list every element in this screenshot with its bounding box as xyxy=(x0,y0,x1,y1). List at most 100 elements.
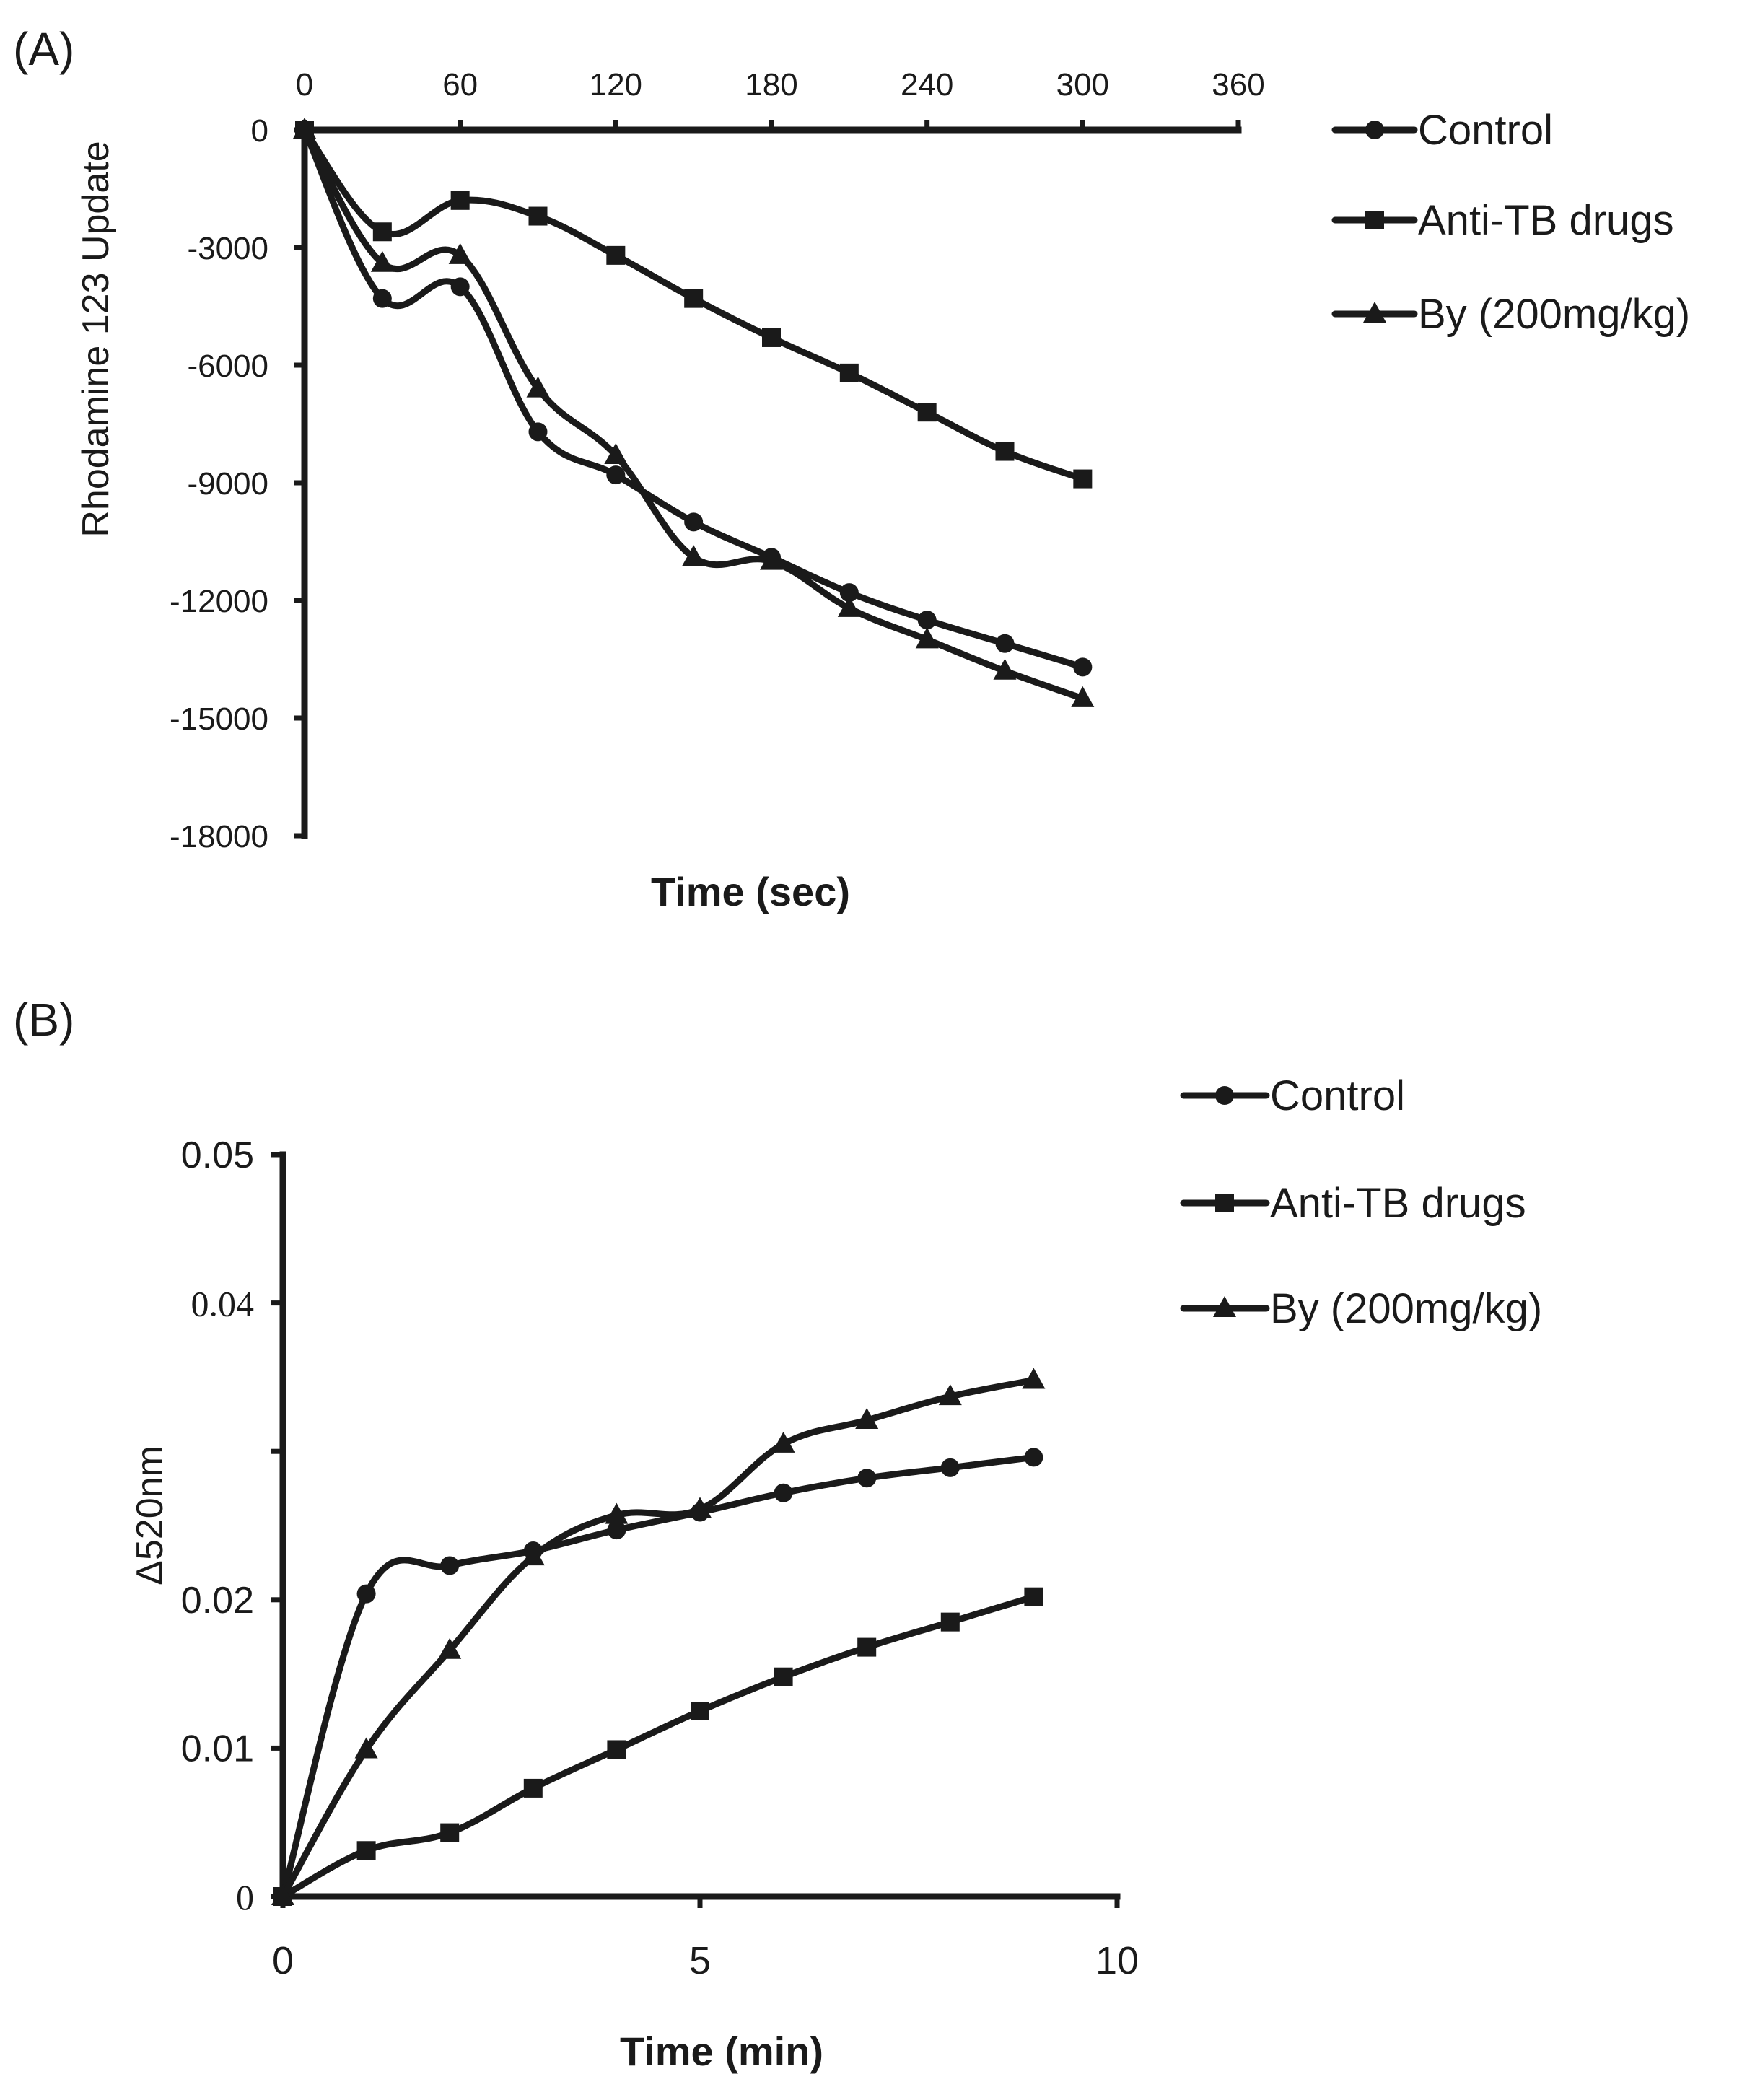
panel-b-label: (B) xyxy=(13,994,74,1046)
panel-b-legend: Control Anti-TB drugs By (200mg/kg) xyxy=(1180,1072,1542,1332)
panel-b-point-control xyxy=(440,1556,460,1575)
panel-b-point-control xyxy=(940,1458,960,1477)
panel-b-line-anti-tb-drugs xyxy=(279,1593,1037,1900)
panel-a-point-control xyxy=(1073,657,1093,677)
panel-a-point-anti-tb-drugs xyxy=(995,442,1015,461)
panel-a: (A) Rhodamine 123 Update Time (sec) 0 60 1… xyxy=(13,23,1690,914)
panel-a-point-by-200mg-kg xyxy=(682,545,706,566)
panel-a-series-control xyxy=(295,121,1093,677)
panel-a-series-anti-tb-drugs xyxy=(295,121,1093,489)
panel-a-point-control xyxy=(450,277,470,297)
panel-a-point-anti-tb-drugs xyxy=(528,206,548,226)
legend-a-anti-tb: Anti-TB drugs xyxy=(1331,197,1674,244)
panel-a-point-by-200mg-kg xyxy=(760,548,783,570)
panel-b-series xyxy=(271,1368,1046,1906)
panel-a-axes xyxy=(294,120,1242,839)
panel-b-point-anti-tb-drugs xyxy=(774,1667,793,1686)
legend-a-control-marker xyxy=(1365,121,1384,139)
panel-a-x-tick-label: 60 xyxy=(442,67,478,102)
panel-b-point-by-200mg-kg xyxy=(855,1408,879,1430)
panel-a-point-anti-tb-drugs xyxy=(450,191,470,210)
legend-a-control-label: Control xyxy=(1418,107,1553,154)
panel-a-line-by-200mg-kg xyxy=(301,126,1086,702)
panel-a-x-tick-label: 300 xyxy=(1056,67,1109,102)
panel-b-y-tick-label: 0 xyxy=(236,1877,254,1917)
legend-b-anti-tb-marker xyxy=(1215,1194,1234,1212)
panel-b-point-by-200mg-kg xyxy=(354,1737,378,1759)
panel-b: (B) Δ520nm Time (min) 0 5 1000.010.020.040… xyxy=(13,994,1542,2074)
panel-b-point-control xyxy=(607,1521,626,1540)
panel-a-y-tick-label: -9000 xyxy=(187,466,268,502)
legend-a-anti-tb-marker xyxy=(1365,211,1384,229)
panel-b-y-tick-label: 0.02 xyxy=(181,1580,254,1622)
panel-a-point-anti-tb-drugs xyxy=(606,245,626,265)
panel-b-point-anti-tb-drugs xyxy=(607,1740,626,1759)
panel-a-point-by-200mg-kg xyxy=(370,250,394,272)
legend-b-anti-tb: Anti-TB drugs xyxy=(1180,1180,1526,1227)
legend-b-control-label: Control xyxy=(1270,1072,1405,1119)
panel-a-tick-labels: 0 60 120 180 240 300 360 0 -3000 -6000 -9000 -12000… xyxy=(170,67,1265,854)
legend-b-anti-tb-label: Anti-TB drugs xyxy=(1270,1180,1526,1227)
panel-a-series-by-200mg-kg xyxy=(293,118,1095,707)
panel-a-point-anti-tb-drugs xyxy=(762,328,781,347)
panel-a-label: (A) xyxy=(13,23,74,75)
panel-a-point-anti-tb-drugs xyxy=(917,403,937,422)
panel-b-tick-labels: 0 5 10 0 0.01 0.02 0.04 0.05 xyxy=(181,1134,1139,1982)
legend-b-control-marker xyxy=(1215,1086,1234,1105)
panel-b-y-tick-label: 0.04 xyxy=(191,1284,255,1324)
panel-a-y-tick-label: -18000 xyxy=(170,819,268,854)
panel-b-point-by-200mg-kg xyxy=(271,1884,294,1905)
panel-b-y-axis-title: Δ520nm xyxy=(129,1445,171,1585)
panel-a-x-tick-label: 120 xyxy=(590,67,642,102)
panel-b-point-by-200mg-kg xyxy=(438,1637,462,1659)
panel-a-point-by-200mg-kg xyxy=(293,118,316,139)
panel-b-x-tick-label: 10 xyxy=(1095,1939,1139,1982)
panel-a-point-anti-tb-drugs xyxy=(684,289,704,308)
panel-a-y-axis-title: Rhodamine 123 Update xyxy=(75,141,117,537)
panel-b-point-anti-tb-drugs xyxy=(691,1702,709,1720)
panel-b-point-control xyxy=(1024,1448,1043,1467)
panel-a-y-tick-label: -12000 xyxy=(170,584,268,619)
panel-a-y-tick-label: -6000 xyxy=(187,349,268,384)
panel-b-point-by-200mg-kg xyxy=(771,1431,795,1453)
legend-b-by-label: By (200mg/kg) xyxy=(1270,1285,1542,1332)
panel-b-point-by-200mg-kg xyxy=(605,1502,629,1524)
panel-b-axes xyxy=(271,1151,1121,1908)
panel-b-point-by-200mg-kg xyxy=(1022,1368,1046,1389)
panel-a-point-control xyxy=(372,289,392,308)
panel-b-point-anti-tb-drugs xyxy=(356,1841,376,1860)
panel-b-series-by-200mg-kg xyxy=(271,1368,1046,1905)
panel-a-point-by-200mg-kg xyxy=(448,242,472,264)
legend-b-control: Control xyxy=(1180,1072,1405,1119)
panel-b-point-anti-tb-drugs xyxy=(440,1823,460,1842)
panel-a-y-tick-label: -3000 xyxy=(187,231,268,266)
panel-b-line-by-200mg-kg xyxy=(279,1377,1037,1900)
panel-a-point-control xyxy=(606,465,626,485)
panel-b-x-axis-title: Time (min) xyxy=(620,2029,823,2074)
legend-b-by-marker xyxy=(1213,1296,1236,1317)
panel-a-x-tick-label: 360 xyxy=(1212,67,1264,102)
panel-b-point-by-200mg-kg xyxy=(688,1497,712,1518)
legend-a-by: By (200mg/kg) xyxy=(1331,291,1690,338)
panel-b-point-control xyxy=(774,1483,793,1502)
panel-b-point-anti-tb-drugs xyxy=(857,1637,877,1657)
panel-a-x-tick-label: 240 xyxy=(901,67,953,102)
legend-a-anti-tb-label: Anti-TB drugs xyxy=(1418,197,1674,244)
legend-a-by-marker xyxy=(1363,302,1386,323)
legend-b-by: By (200mg/kg) xyxy=(1180,1285,1542,1332)
panel-a-series xyxy=(293,118,1095,707)
panel-a-legend: Control Anti-TB drugs By (200mg/kg) xyxy=(1331,107,1690,338)
panel-a-point-control xyxy=(917,611,937,630)
panel-a-point-control xyxy=(528,422,548,442)
panel-a-point-control xyxy=(684,512,704,532)
panel-a-x-tick-label: 180 xyxy=(745,67,797,102)
panel-b-y-tick-label: 0.05 xyxy=(181,1134,254,1176)
panel-a-point-control xyxy=(995,634,1015,653)
panel-b-line-control xyxy=(279,1453,1037,1900)
panel-b-point-control xyxy=(356,1584,376,1604)
legend-a-control: Control xyxy=(1331,107,1553,154)
panel-b-point-by-200mg-kg xyxy=(938,1384,962,1406)
panel-b-point-by-200mg-kg xyxy=(521,1544,545,1566)
panel-b-y-tick-label: 0.01 xyxy=(181,1728,254,1769)
